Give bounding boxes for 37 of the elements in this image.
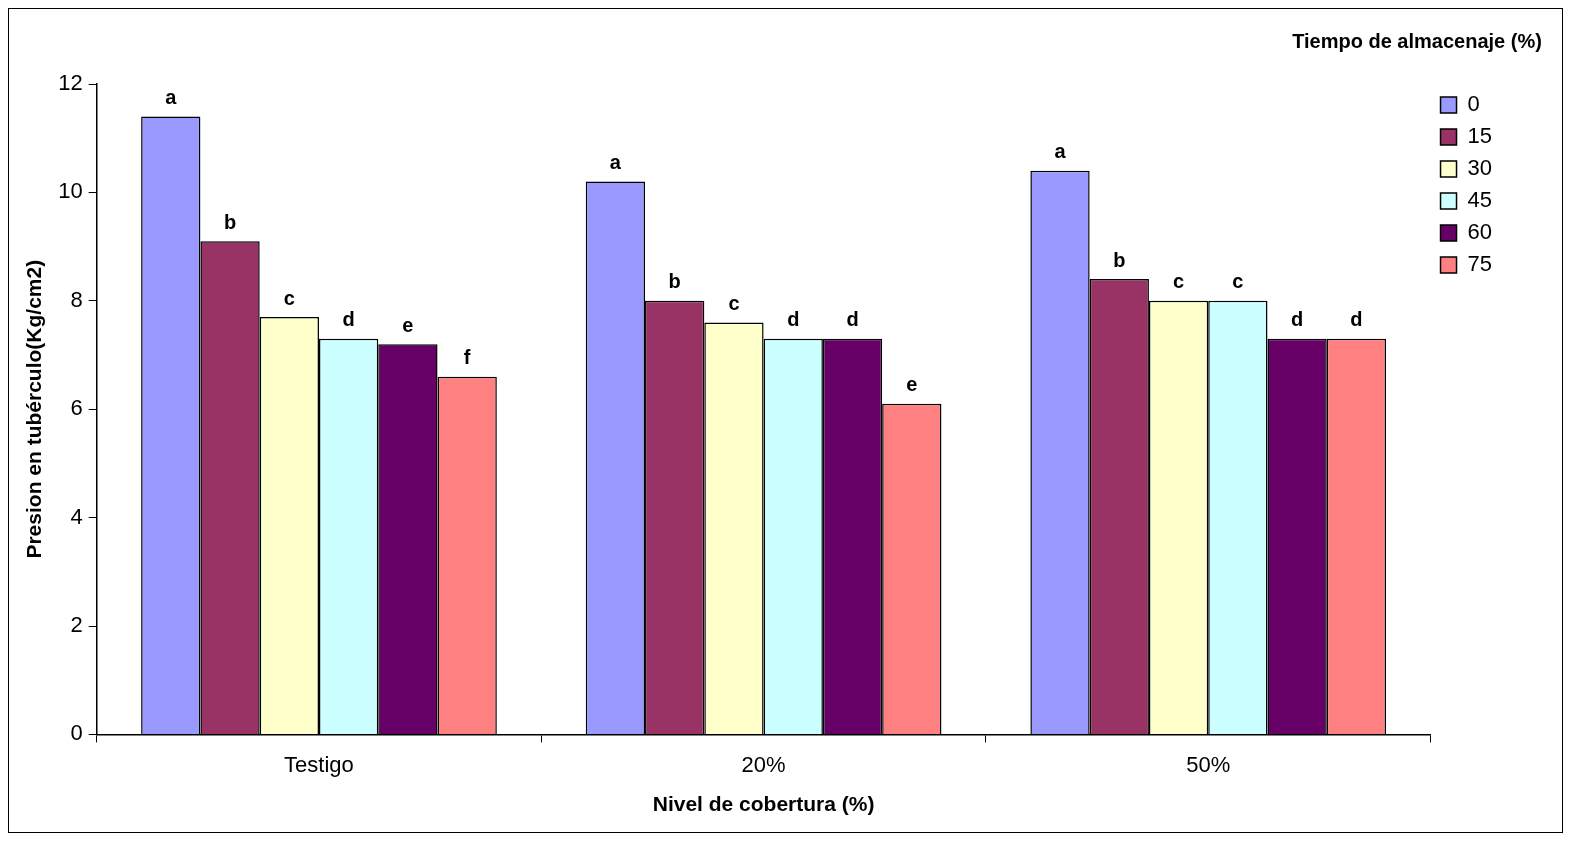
data-label: e [906,373,918,396]
legend-label: 75 [1467,251,1493,277]
data-label: f [463,346,471,369]
legend-label: 30 [1467,155,1493,181]
data-label: a [1054,140,1067,163]
y-tick-label: 6 [70,395,83,421]
data-label: e [402,313,414,336]
x-tick-label: 20% [741,751,786,777]
y-tick-label: 2 [70,612,83,638]
data-label: d [787,308,800,331]
data-label: a [609,151,622,174]
legend-label: 0 [1467,91,1480,117]
data-label: d [846,308,859,331]
data-label: a [165,86,178,109]
data-label: c [283,286,295,309]
y-tick-label: 8 [70,286,83,312]
x-tick-label: 50% [1186,751,1231,777]
data-label: b [1113,248,1126,271]
y-tick-label: 10 [58,178,83,204]
y-axis-title: Presion en tubérculo(Kg/cm2) [22,259,46,559]
data-label: b [223,210,237,233]
y-tick-label: 0 [70,720,83,746]
data-label: c [1173,270,1185,293]
data-label: d [342,308,355,331]
x-tick-label: Testigo [284,751,354,777]
legend-label: 45 [1467,187,1493,213]
data-label: d [1350,308,1363,331]
y-tick-label: 4 [70,503,83,529]
y-tick-label: 12 [58,70,83,96]
x-axis-title: Nivel de cobertura (%) [652,792,875,816]
data-label: c [728,292,740,314]
data-label: b [668,270,681,293]
legend-title: Tiempo de almacenaje (%) [1291,29,1543,54]
data-label: d [1291,308,1304,331]
data-label: c [1232,270,1244,293]
legend-label: 15 [1467,123,1493,149]
legend-label: 60 [1467,219,1493,245]
